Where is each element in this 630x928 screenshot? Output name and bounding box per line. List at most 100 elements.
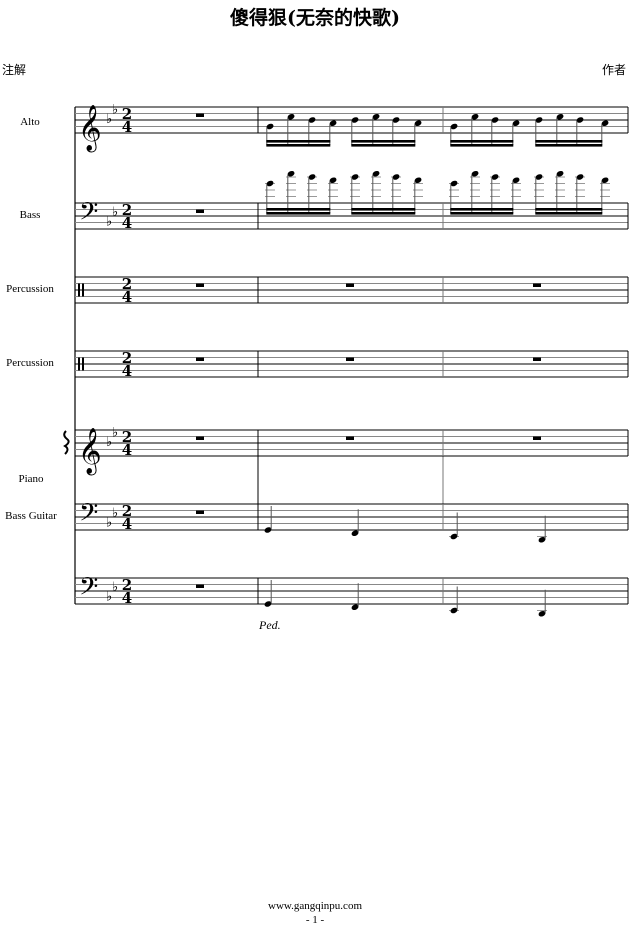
whole-rest <box>196 283 204 287</box>
whole-rest <box>196 209 204 213</box>
note-head <box>264 527 272 533</box>
note-head <box>351 117 359 123</box>
note-head <box>556 113 564 120</box>
beam <box>535 212 603 215</box>
flat-icon: ♭ <box>112 205 118 220</box>
note-head <box>329 120 337 127</box>
beam <box>535 144 603 147</box>
beam <box>351 212 416 215</box>
beam <box>450 208 514 211</box>
note-head <box>450 123 458 130</box>
time-signature-numerator: 2 <box>122 349 132 367</box>
note-head <box>512 120 520 127</box>
note-head <box>308 117 316 123</box>
note-head <box>576 174 584 180</box>
staff-label-bass-guitar: Bass Guitar <box>5 510 57 522</box>
note-head <box>535 174 543 180</box>
piano-brace-icon <box>63 430 70 455</box>
beam <box>266 144 331 147</box>
note-head <box>512 177 520 184</box>
note-head <box>308 174 316 180</box>
flat-icon: ♭ <box>106 435 112 450</box>
note-head <box>351 604 359 611</box>
note-head <box>287 113 295 120</box>
note-head <box>372 113 380 120</box>
flat-icon: ♭ <box>106 215 112 230</box>
note-head <box>601 177 609 184</box>
staff-label-percussion-1: Percussion <box>6 283 54 295</box>
beam <box>351 140 416 143</box>
note-head <box>392 174 400 180</box>
flat-icon: ♭ <box>106 112 112 127</box>
staff-label-percussion-2: Percussion <box>6 357 54 369</box>
bass-clef-icon: 𝄢 <box>79 499 98 534</box>
time-signature-numerator: 2 <box>122 428 132 446</box>
treble-clef-icon: 𝄞 <box>78 105 102 153</box>
note-head <box>266 180 274 187</box>
note-head <box>414 177 422 184</box>
note-head <box>450 180 458 187</box>
footer-url: www.gangqinpu.com <box>268 900 362 912</box>
note-head <box>450 533 458 540</box>
beam <box>266 140 331 143</box>
note-head <box>266 123 274 130</box>
whole-rest <box>533 283 541 287</box>
author-label: 作者 <box>601 63 626 77</box>
note-head <box>351 174 359 180</box>
note-head <box>491 117 499 123</box>
time-signature-denominator: 4 <box>122 589 132 607</box>
flat-icon: ♭ <box>106 516 112 531</box>
beam <box>535 208 603 211</box>
annotation-label: 注解 <box>2 63 27 77</box>
flat-icon: ♭ <box>106 590 112 605</box>
page-number: - 1 - <box>305 914 325 926</box>
note-head <box>601 120 609 127</box>
treble-clef-icon: 𝄞 <box>78 428 102 476</box>
whole-rest <box>533 436 541 440</box>
note-head <box>450 607 458 614</box>
time-signature-numerator: 2 <box>122 275 132 293</box>
note-head <box>576 117 584 123</box>
whole-rest <box>346 357 354 361</box>
flat-icon: ♭ <box>112 425 118 440</box>
note-head <box>329 177 337 184</box>
whole-rest <box>346 436 354 440</box>
beam <box>351 144 416 147</box>
time-signature-denominator: 4 <box>122 515 132 533</box>
note-head <box>414 120 422 127</box>
note-head <box>538 610 546 617</box>
note-head <box>471 113 479 120</box>
whole-rest <box>196 436 204 440</box>
percussion-clef-icon <box>82 357 84 371</box>
flat-icon: ♭ <box>112 102 118 117</box>
time-signature-denominator: 4 <box>122 441 132 459</box>
time-signature-numerator: 2 <box>122 201 132 219</box>
time-signature-numerator: 2 <box>122 576 132 594</box>
whole-rest <box>196 584 204 588</box>
note-head <box>535 117 543 123</box>
note-head <box>287 170 295 177</box>
beam <box>450 140 514 143</box>
beam <box>450 212 514 215</box>
whole-rest <box>533 357 541 361</box>
time-signature-numerator: 2 <box>122 502 132 520</box>
note-head <box>491 174 499 180</box>
time-signature-denominator: 4 <box>122 118 132 136</box>
whole-rest <box>196 510 204 514</box>
time-signature-denominator: 4 <box>122 214 132 232</box>
percussion-clef-icon <box>78 283 80 297</box>
beam <box>351 208 416 211</box>
staff-label-alto: Alto <box>20 116 40 128</box>
note-head <box>556 170 564 177</box>
whole-rest <box>196 113 204 117</box>
percussion-clef-icon <box>82 283 84 297</box>
pedal-mark: Ped. <box>259 618 281 632</box>
flat-icon: ♭ <box>112 506 118 521</box>
flat-icon: ♭ <box>112 580 118 595</box>
time-signature-denominator: 4 <box>122 288 132 306</box>
note-head <box>471 170 479 177</box>
note-head <box>538 536 546 543</box>
staff-label-bass: Bass <box>19 209 41 221</box>
